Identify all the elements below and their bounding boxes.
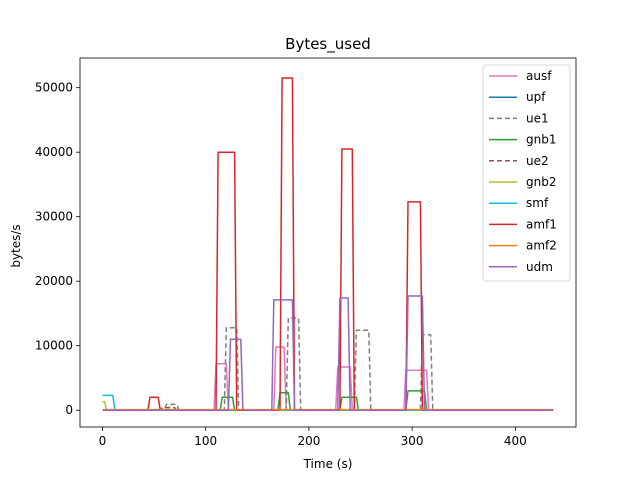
y-tick-label: 10000 bbox=[35, 339, 73, 353]
y-tick-label: 30000 bbox=[35, 210, 73, 224]
x-tick-label: 400 bbox=[504, 434, 527, 448]
legend-label-ausf: ausf bbox=[526, 69, 552, 83]
legend-label-gnb2: gnb2 bbox=[526, 175, 556, 189]
x-tick-label: 100 bbox=[194, 434, 217, 448]
legend: ausf upf ue1 gnb1 ue2 gnb2 smf amf1 amf2 udm bbox=[482, 64, 571, 282]
x-tick-label: 200 bbox=[297, 434, 320, 448]
legend-label-smf: smf bbox=[526, 196, 549, 210]
legend-label-gnb1: gnb1 bbox=[526, 133, 556, 147]
y-tick-label: 20000 bbox=[35, 274, 73, 288]
series-line-amf1 bbox=[102, 77, 554, 411]
legend-label-udm: udm bbox=[526, 260, 553, 274]
x-ticks: 0 100 200 300 400 bbox=[99, 427, 527, 448]
x-axis-label: Time (s) bbox=[303, 457, 353, 471]
y-tick-label: 50000 bbox=[35, 81, 73, 95]
y-ticks: 0 10000 20000 30000 40000 50000 bbox=[35, 81, 80, 417]
legend-label-amf2: amf2 bbox=[526, 239, 557, 253]
series-line-udm bbox=[102, 295, 554, 411]
legend-label-ue1: ue1 bbox=[526, 111, 549, 125]
legend-label-amf1: amf1 bbox=[526, 217, 557, 231]
legend-box bbox=[482, 64, 571, 282]
y-tick-label: 40000 bbox=[35, 145, 73, 159]
chart-title: Bytes_used bbox=[285, 35, 371, 54]
legend-label-upf: upf bbox=[526, 90, 546, 104]
series-line-ue1 bbox=[102, 317, 554, 411]
series-layer bbox=[102, 77, 554, 411]
y-axis-label: bytes/s bbox=[9, 224, 23, 267]
x-tick-label: 0 bbox=[99, 434, 107, 448]
axes-frame bbox=[79, 57, 577, 428]
series-line-ausf bbox=[102, 346, 554, 411]
x-tick-label: 300 bbox=[401, 434, 424, 448]
y-tick-label: 0 bbox=[65, 403, 73, 417]
legend-label-ue2: ue2 bbox=[526, 154, 549, 168]
